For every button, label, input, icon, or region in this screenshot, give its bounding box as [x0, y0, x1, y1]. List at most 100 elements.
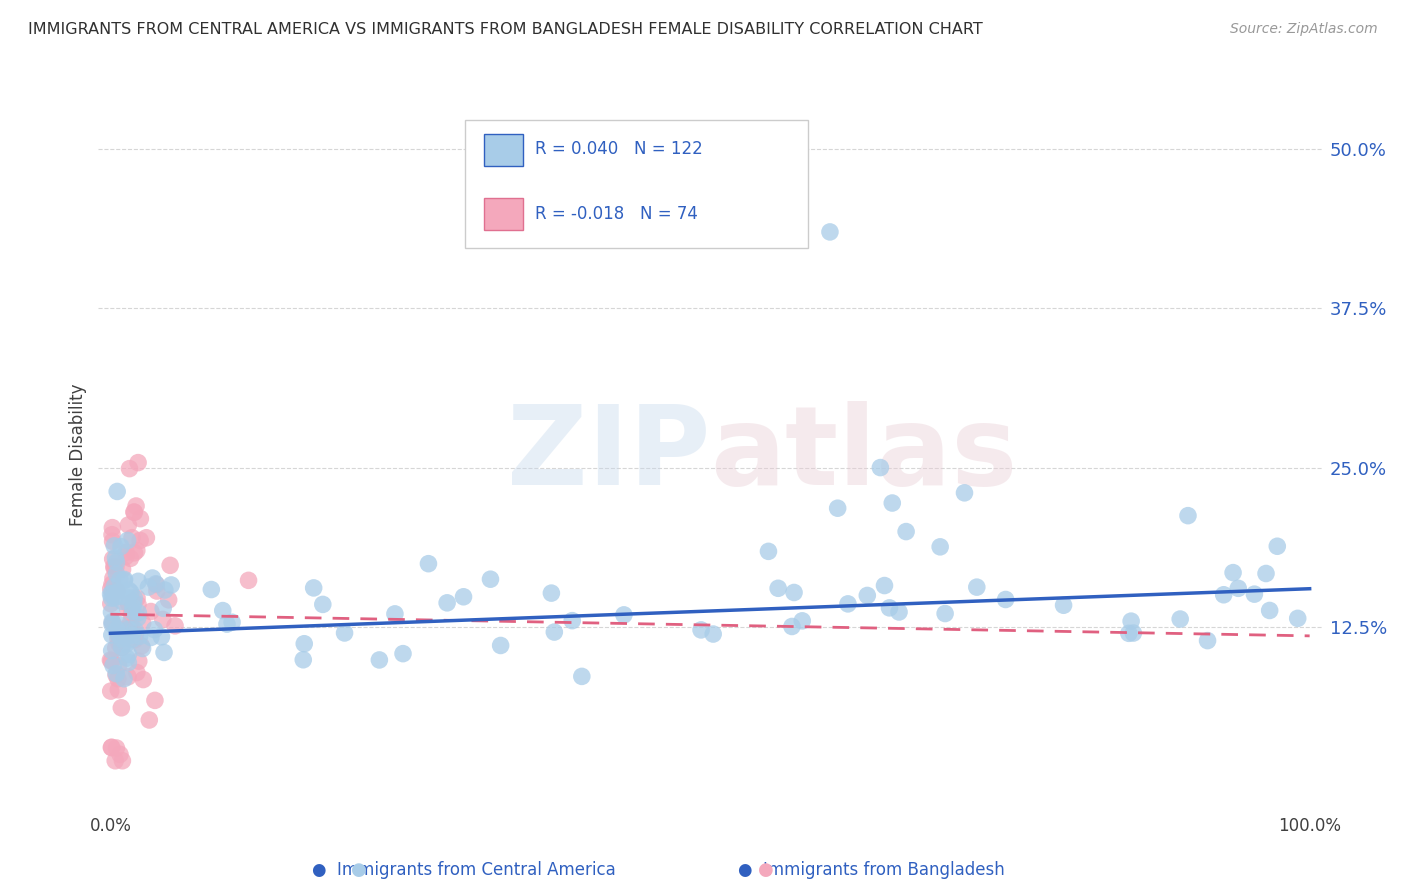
Point: [115, 549, 138, 564]
Point: [111, 594, 134, 608]
Point: [101, 534, 124, 549]
Point: [613, 607, 636, 622]
Point: [101, 552, 124, 566]
Bar: [465, 120, 808, 248]
Point: [152, 601, 174, 615]
Point: [152, 612, 174, 626]
Point: [104, 754, 127, 768]
Point: [312, 598, 335, 612]
Point: [124, 505, 146, 519]
Point: [104, 668, 127, 682]
Point: [934, 607, 956, 621]
Point: [125, 591, 148, 606]
Point: [124, 632, 146, 647]
Point: [110, 540, 132, 554]
Point: [1286, 611, 1309, 625]
Point: [100, 582, 122, 596]
Point: [153, 645, 176, 659]
Point: [101, 615, 124, 630]
Bar: [484, 198, 523, 230]
Point: [120, 620, 142, 634]
Point: [120, 607, 142, 622]
Text: ZIP: ZIP: [506, 401, 710, 508]
Point: [103, 589, 125, 603]
Point: [108, 747, 131, 762]
Point: [200, 582, 222, 597]
Point: [101, 658, 124, 673]
Point: [100, 597, 122, 611]
Point: [107, 628, 129, 642]
Point: [108, 590, 131, 604]
Point: [215, 617, 238, 632]
Point: [122, 596, 145, 610]
Point: [125, 665, 148, 680]
Point: [122, 591, 145, 605]
Point: [104, 640, 127, 655]
Point: [135, 531, 157, 545]
Point: [129, 533, 152, 548]
Point: [929, 540, 952, 554]
Point: [101, 577, 124, 591]
Point: [118, 583, 141, 598]
Point: [100, 591, 122, 606]
Point: [966, 580, 988, 594]
Point: [105, 741, 128, 756]
Point: [894, 524, 917, 539]
Point: [392, 647, 415, 661]
Point: [827, 501, 849, 516]
Point: [1177, 508, 1199, 523]
Point: [1197, 633, 1219, 648]
Point: [1243, 587, 1265, 601]
Point: [104, 559, 127, 574]
Point: [165, 619, 187, 633]
Point: [107, 682, 129, 697]
Point: [125, 499, 148, 513]
Point: [107, 672, 129, 686]
Point: [124, 546, 146, 560]
Point: [118, 461, 141, 475]
Point: [128, 654, 150, 668]
Point: [1258, 603, 1281, 617]
Point: [766, 582, 789, 596]
Point: [127, 606, 149, 620]
Point: [105, 585, 128, 599]
Point: [100, 587, 122, 601]
Point: [114, 630, 136, 644]
Point: [100, 605, 122, 619]
Point: [489, 639, 512, 653]
Point: [127, 598, 149, 612]
Point: [792, 614, 814, 628]
Text: ●: ●: [758, 861, 775, 879]
Point: [101, 615, 124, 629]
Point: [122, 505, 145, 519]
Point: [103, 580, 125, 594]
Point: [115, 651, 138, 665]
Point: [139, 605, 162, 619]
Point: [292, 637, 315, 651]
Point: [100, 654, 122, 668]
Point: [115, 545, 138, 559]
Point: [571, 669, 593, 683]
Point: [1118, 626, 1140, 640]
Point: [128, 629, 150, 643]
Point: [107, 658, 129, 673]
Point: [100, 684, 122, 698]
Point: [127, 611, 149, 625]
Point: [108, 618, 131, 632]
Point: [121, 595, 143, 609]
Point: [1254, 566, 1277, 581]
Point: [105, 484, 128, 499]
Point: [111, 754, 134, 768]
Text: ●: ●: [350, 861, 367, 879]
Point: [121, 531, 143, 545]
Point: [114, 573, 136, 587]
Point: [103, 591, 125, 605]
Point: [540, 586, 562, 600]
Point: [117, 533, 139, 548]
Point: [1212, 588, 1234, 602]
Point: [118, 622, 141, 636]
Point: [104, 551, 127, 566]
Point: [690, 623, 713, 637]
Point: [117, 601, 139, 615]
Point: [150, 630, 173, 644]
